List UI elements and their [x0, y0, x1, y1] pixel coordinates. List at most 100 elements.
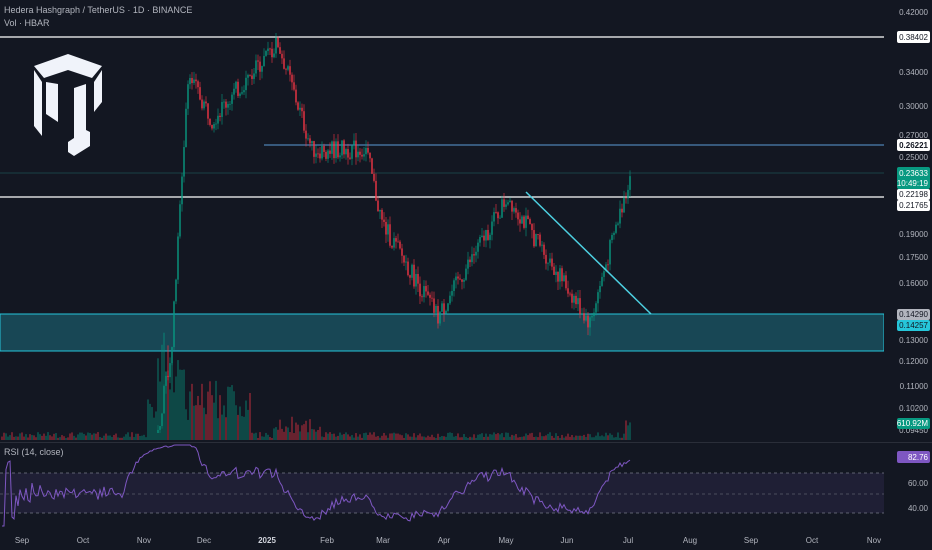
volume-bar	[449, 432, 451, 440]
candle-body	[167, 375, 169, 378]
volume-bar	[583, 434, 585, 440]
candle-body	[205, 101, 207, 104]
volume-bar	[577, 435, 579, 440]
volume-bar	[31, 435, 33, 440]
volume-bar	[13, 436, 15, 440]
candle-body	[391, 245, 393, 248]
candle-body	[401, 248, 403, 256]
volume-bar	[341, 434, 343, 440]
volume-bar	[405, 433, 407, 440]
candle-body	[415, 273, 417, 287]
candle-body	[243, 90, 245, 93]
volume-bar	[147, 399, 149, 440]
price-tag-resistance-top[interactable]: 0.38402	[897, 31, 930, 43]
price-tag-support-bottom[interactable]: 0.14257	[897, 320, 930, 331]
candle-body	[533, 230, 535, 247]
volume-bar	[433, 437, 435, 440]
volume-bar	[325, 432, 327, 440]
volume-bar	[23, 436, 25, 440]
volume-bar	[65, 437, 67, 440]
volume-bar	[497, 433, 499, 440]
volume-bar	[459, 437, 461, 440]
candle-body	[423, 286, 425, 298]
volume-bar	[507, 432, 509, 440]
price-chart-pane[interactable]: Hedera Hashgraph / TetherUS · 1D · BINAN…	[0, 0, 885, 442]
volume-bar	[261, 436, 263, 440]
price-tag-resistance-mid[interactable]: 0.26221	[897, 139, 930, 151]
volume-bar	[537, 437, 539, 440]
volume-bar	[371, 434, 373, 440]
price-tick: 0.16000	[899, 279, 928, 288]
candle-body	[615, 224, 617, 233]
candle-body	[229, 103, 231, 105]
candle-body	[159, 426, 161, 430]
volume-bar	[243, 416, 245, 440]
volume-bar	[207, 391, 209, 440]
time-label: Nov	[866, 536, 882, 545]
volume-bar	[25, 434, 27, 440]
rsi-value-tag[interactable]	[897, 451, 930, 463]
candle-body	[577, 298, 579, 305]
time-label: Dec	[196, 536, 212, 545]
volume-bar	[403, 437, 405, 440]
candle-body	[289, 66, 291, 75]
volume-bar	[271, 437, 273, 440]
volume-bar	[83, 433, 85, 440]
price-axis[interactable]: 0.42000 0.34000 0.30000 0.27000 0.25000 …	[884, 0, 932, 528]
candle-body	[437, 305, 439, 324]
volume-bar	[531, 432, 533, 440]
volume-bar	[545, 435, 547, 440]
volume-bar	[597, 432, 599, 440]
time-label: Sep	[743, 536, 759, 545]
volume-bar	[173, 392, 175, 440]
candle-body	[197, 81, 199, 88]
volume-bar	[413, 433, 415, 440]
time-axis[interactable]: Sep Oct Nov Dec 2025 Feb Mar Apr May Jun…	[0, 528, 884, 550]
volume-value-tag[interactable]: 610.92M	[897, 418, 930, 429]
candle-body	[371, 158, 373, 174]
candle-body	[519, 219, 521, 224]
volume-bar	[367, 434, 369, 440]
price-tag-level-a[interactable]: 0.22198	[897, 189, 930, 200]
volume-bar	[119, 437, 121, 440]
volume-bar	[279, 419, 281, 440]
volume-bar	[149, 403, 151, 440]
price-tag-support-top[interactable]: 0.14290	[897, 309, 930, 320]
price-chart-canvas[interactable]	[0, 0, 885, 442]
pane-divider[interactable]	[0, 442, 932, 443]
volume-bar	[377, 435, 379, 440]
rsi-pane[interactable]: RSI (14, close)	[0, 443, 884, 528]
volume-bar	[313, 429, 315, 440]
volume-bar	[593, 437, 595, 440]
rsi-line	[2, 444, 631, 527]
candle-body	[269, 48, 271, 50]
candle-body	[609, 240, 611, 265]
volume-bar	[81, 432, 83, 440]
volume-bar	[151, 407, 153, 440]
volume-bar	[541, 436, 543, 440]
rsi-canvas[interactable]	[0, 443, 884, 528]
volume-bar	[611, 434, 613, 440]
descending-trendline[interactable]	[525, 191, 652, 315]
volume-bar	[291, 416, 293, 440]
volume-bar	[191, 383, 193, 440]
time-label: Nov	[136, 536, 152, 545]
volume-bar	[473, 434, 475, 440]
candle-body	[449, 295, 451, 304]
volume-bar	[57, 437, 59, 440]
volume-bars	[1, 332, 631, 440]
support-zone[interactable]	[0, 313, 885, 352]
candle-body	[487, 229, 489, 240]
volume-bar	[627, 425, 629, 440]
volume-bar	[115, 433, 117, 440]
candle-body	[327, 150, 329, 159]
candle-body	[419, 283, 421, 297]
price-tag-level-b[interactable]: 0.21765	[897, 200, 930, 211]
current-price-tag[interactable]: 0.23633 10:49:19	[897, 167, 930, 189]
volume-bar	[343, 434, 345, 440]
volume-bar	[573, 437, 575, 440]
candle-body	[283, 58, 285, 69]
volume-bar	[443, 436, 445, 440]
volume-bar	[435, 437, 437, 440]
svg-text:0.21765: 0.21765	[899, 201, 928, 210]
